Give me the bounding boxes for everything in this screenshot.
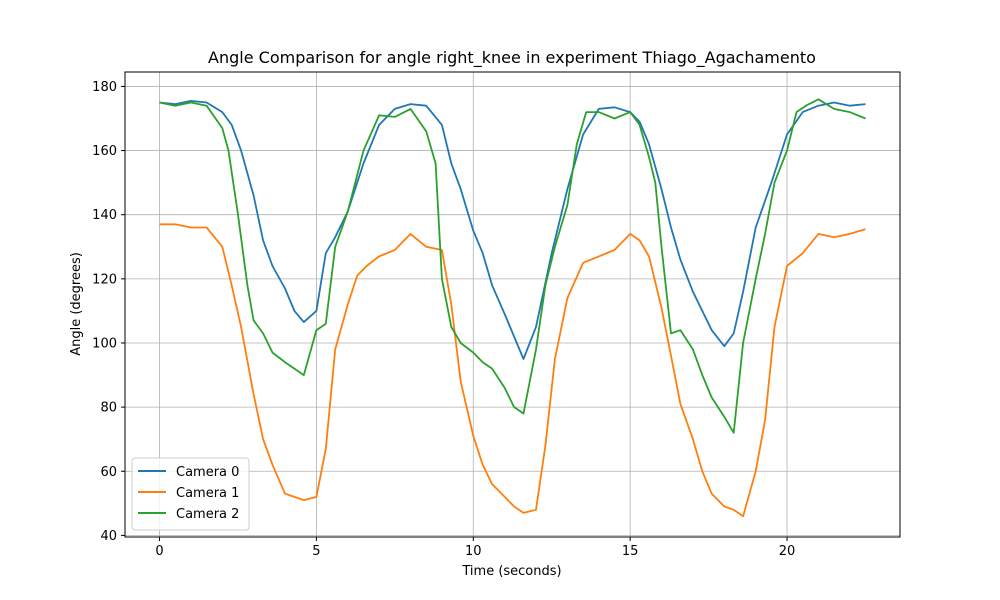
y-tick-label: 160 <box>92 144 117 159</box>
y-tick-label: 60 <box>100 465 117 480</box>
series-lines <box>159 98 866 518</box>
x-tick-label: 20 <box>779 544 796 559</box>
x-tick-label: 15 <box>622 544 639 559</box>
x-axis-label: Time (seconds) <box>461 564 561 579</box>
y-tick-label: 80 <box>100 401 117 416</box>
series-line-camera-0 <box>159 100 866 360</box>
x-tick-label: 10 <box>465 544 482 559</box>
x-tick-label: 0 <box>155 544 163 559</box>
y-tick-label: 40 <box>100 529 117 544</box>
y-tick-label: 120 <box>92 272 117 287</box>
y-axis-label: Angle (degrees) <box>69 252 84 356</box>
chart-title: Angle Comparison for angle right_knee in… <box>208 48 816 68</box>
series-line-camera-2 <box>159 98 866 434</box>
legend-label-camera-2: Camera 2 <box>176 507 239 522</box>
y-tick-label: 180 <box>92 80 117 95</box>
y-tick-label: 140 <box>92 208 117 223</box>
legend-label-camera-1: Camera 1 <box>176 486 239 501</box>
series-line-camera-1 <box>159 223 866 518</box>
legend-label-camera-0: Camera 0 <box>176 465 239 480</box>
y-tick-label: 100 <box>92 336 117 351</box>
plot-frame <box>124 71 901 538</box>
x-tick-label: 5 <box>312 544 320 559</box>
axis-ticks: 0 5 10 15 20 40 60 80 100 120 140 160 180 <box>92 80 795 559</box>
grid <box>125 72 900 537</box>
legend: Camera 0 Camera 1 Camera 2 <box>131 457 250 531</box>
